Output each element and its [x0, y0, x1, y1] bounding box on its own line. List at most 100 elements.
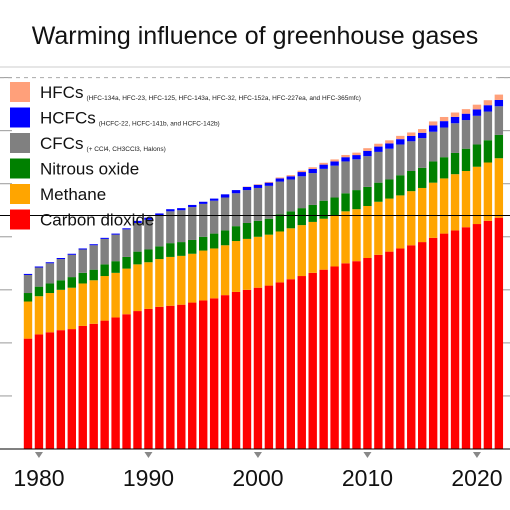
bar-segment-hcfcs	[89, 244, 98, 246]
bar-segment-carbon-dioxide	[450, 230, 460, 449]
bar-segment-methane	[461, 170, 471, 228]
legend-item-methane: Methane	[10, 184, 106, 204]
bar-1981	[45, 262, 55, 449]
bar-segment-nitrous-oxide	[155, 246, 164, 260]
bar-segment-cfcs	[450, 123, 460, 153]
bar-segment-methane	[308, 221, 317, 273]
bar-segment-nitrous-oxide	[450, 152, 460, 175]
bar-segment-cfcs	[100, 238, 109, 265]
bar-segment-hfcs	[352, 152, 361, 156]
legend-label: HCFCs	[40, 109, 96, 128]
bar-segment-cfcs	[34, 267, 44, 287]
bar-2005	[308, 167, 317, 449]
bar-segment-hfcs	[319, 162, 328, 165]
bar-segment-hcfcs	[308, 168, 317, 174]
bar-segment-carbon-dioxide	[78, 325, 87, 449]
bar-segment-hcfcs	[407, 135, 416, 142]
bar-1983	[67, 253, 76, 449]
bar-segment-hcfcs	[144, 217, 153, 220]
bar-segment-cfcs	[177, 210, 186, 243]
bar-segment-hcfcs	[133, 220, 142, 223]
bar-2019	[461, 109, 471, 449]
bar-segment-cfcs	[461, 120, 471, 149]
bar-1996	[209, 198, 219, 449]
bar-segment-nitrous-oxide	[396, 175, 405, 196]
bar-segment-methane	[341, 211, 350, 264]
bar-segment-hcfcs	[111, 233, 120, 235]
bar-segment-nitrous-oxide	[428, 161, 438, 183]
legend: HFCs (HFC-134a, HFC-23, HFC-125, HFC-143a…	[10, 82, 361, 230]
bar-1984	[78, 248, 87, 449]
bar-segment-carbon-dioxide	[56, 330, 66, 449]
legend-swatch	[10, 82, 30, 102]
bar-segment-hcfcs	[67, 253, 76, 255]
bar-segment-carbon-dioxide	[133, 311, 142, 449]
bar-segment-carbon-dioxide	[275, 282, 285, 449]
bar-1985	[89, 244, 98, 449]
bar-1991	[155, 213, 164, 449]
bar-segment-nitrous-oxide	[122, 256, 131, 269]
legend-swatch	[10, 133, 30, 153]
bar-2003	[286, 175, 295, 449]
bar-2002	[275, 177, 285, 449]
bar-segment-nitrous-oxide	[275, 214, 285, 232]
bar-segment-carbon-dioxide	[472, 224, 482, 449]
bar-segment-carbon-dioxide	[220, 295, 230, 449]
bar-segment-hfcs	[253, 184, 263, 185]
bar-2007	[330, 159, 339, 449]
bar-segment-carbon-dioxide	[341, 263, 350, 449]
bar-segment-cfcs	[242, 190, 252, 223]
bar-segment-nitrous-oxide	[385, 179, 394, 199]
bar-segment-nitrous-oxide	[418, 167, 427, 188]
x-tick-label: 2020	[451, 465, 502, 491]
bar-segment-cfcs	[439, 127, 449, 158]
bar-segment-methane	[199, 250, 208, 301]
bar-segment-cfcs	[209, 200, 219, 234]
bar-1980	[34, 266, 44, 449]
legend-label: CFCs	[40, 134, 83, 153]
bar-segment-carbon-dioxide	[396, 248, 405, 449]
bar-segment-nitrous-oxide	[341, 193, 350, 212]
bar-segment-hcfcs	[363, 150, 372, 157]
bar-segment-cfcs	[352, 159, 361, 191]
bar-segment-cfcs	[144, 219, 153, 250]
bar-segment-hcfcs	[78, 248, 87, 250]
bar-segment-nitrous-oxide	[319, 200, 328, 219]
bar-segment-nitrous-oxide	[407, 170, 416, 192]
bar-segment-methane	[45, 293, 55, 333]
bar-segment-hcfcs	[494, 99, 504, 107]
bar-segment-hcfcs	[275, 178, 285, 182]
bar-segment-cfcs	[374, 151, 383, 183]
bar-segment-hcfcs	[374, 146, 383, 152]
bar-segment-carbon-dioxide	[385, 251, 394, 449]
bar-segment-hfcs	[450, 112, 460, 117]
bar-segment-cfcs	[308, 173, 317, 205]
legend-swatch	[10, 158, 30, 179]
bar-segment-hcfcs	[472, 109, 482, 116]
bar-segment-hfcs	[374, 143, 383, 147]
bar-segment-nitrous-oxide	[363, 186, 372, 207]
bar-segment-carbon-dioxide	[45, 332, 55, 449]
legend-item-hcfcs: HCFCs (HCFC-22, HCFC-141b, and HCFC-142b)	[10, 107, 220, 128]
bar-segment-nitrous-oxide	[56, 280, 66, 290]
bar-segment-hcfcs	[231, 190, 241, 194]
legend-label: Nitrous oxide	[40, 160, 139, 179]
bar-segment-hfcs	[297, 170, 306, 173]
bar-segment-hcfcs	[122, 228, 131, 230]
bar-segment-cfcs	[418, 138, 427, 168]
bar-segment-carbon-dioxide	[100, 320, 109, 449]
bar-segment-nitrous-oxide	[67, 277, 76, 288]
bar-segment-nitrous-oxide	[166, 243, 175, 257]
bar-segment-carbon-dioxide	[155, 306, 164, 449]
bar-segment-methane	[253, 236, 263, 288]
bar-segment-methane	[374, 201, 383, 255]
bar-2011	[374, 143, 383, 449]
bar-segment-nitrous-oxide	[472, 144, 482, 167]
bar-segment-methane	[242, 238, 252, 290]
legend-note: (HFC-134a, HFC-23, HFC-125, HFC-143a, HF…	[86, 95, 361, 102]
bar-2009	[352, 152, 361, 449]
bar-2016	[428, 121, 438, 449]
bar-segment-methane	[67, 287, 76, 330]
bar-1979	[23, 273, 33, 449]
